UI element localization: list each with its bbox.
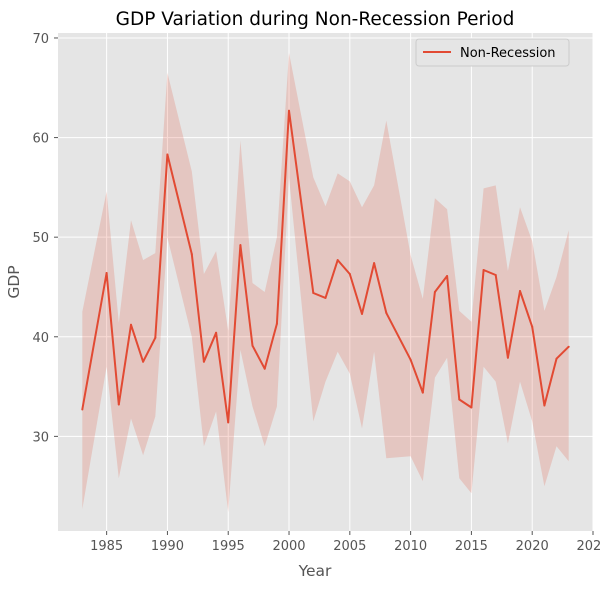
data-point bbox=[421, 391, 424, 394]
x-tick-label: 2015 bbox=[455, 539, 488, 554]
data-point bbox=[81, 408, 84, 411]
data-point bbox=[567, 345, 570, 348]
x-axis-ticks: 1985 1990 1995 2000 2005 2010 2015 2020 2025 bbox=[90, 531, 601, 554]
data-point bbox=[324, 296, 327, 299]
y-tick-label: 40 bbox=[32, 331, 49, 346]
confidence-band bbox=[82, 52, 569, 513]
x-axis-label: Year bbox=[298, 562, 332, 580]
x-tick-label: 1985 bbox=[90, 539, 123, 554]
data-point bbox=[166, 153, 169, 156]
data-point bbox=[348, 273, 351, 275]
x-tick-label: 2025 bbox=[576, 539, 601, 554]
data-point bbox=[458, 398, 461, 401]
chart-title: GDP Variation during Non-Recession Perio… bbox=[116, 9, 515, 30]
data-point bbox=[202, 360, 205, 363]
data-point bbox=[215, 331, 218, 334]
data-point bbox=[543, 404, 546, 407]
x-tick-label: 1995 bbox=[212, 539, 245, 554]
data-point bbox=[373, 262, 376, 265]
y-tick-label: 70 bbox=[32, 32, 49, 47]
data-point bbox=[555, 357, 558, 360]
data-point bbox=[433, 291, 436, 293]
y-tick-label: 50 bbox=[32, 231, 49, 246]
data-point bbox=[519, 290, 521, 292]
data-point bbox=[142, 360, 145, 363]
data-point bbox=[446, 275, 449, 277]
data-point bbox=[227, 421, 230, 424]
data-point bbox=[117, 403, 120, 406]
x-tick-label: 1990 bbox=[151, 539, 184, 554]
x-tick-label: 2000 bbox=[272, 539, 305, 554]
data-point bbox=[385, 311, 388, 314]
data-point bbox=[409, 358, 412, 361]
data-point bbox=[239, 244, 242, 247]
data-point bbox=[154, 336, 157, 339]
legend-label: Non-Recession bbox=[460, 46, 556, 61]
data-point bbox=[312, 292, 315, 294]
x-tick-label: 2005 bbox=[333, 539, 366, 554]
x-tick-label: 2020 bbox=[516, 539, 549, 554]
data-point bbox=[130, 323, 132, 326]
data-point bbox=[494, 274, 497, 276]
data-point bbox=[506, 356, 509, 359]
data-point bbox=[105, 272, 108, 274]
data-point bbox=[531, 325, 534, 328]
confidence-band-layer bbox=[82, 52, 569, 513]
y-tick-label: 30 bbox=[32, 430, 49, 445]
data-point bbox=[482, 269, 485, 271]
plot-area bbox=[58, 33, 593, 531]
y-axis-label: GDP bbox=[5, 265, 23, 298]
data-point bbox=[288, 109, 290, 112]
data-point bbox=[470, 406, 473, 409]
data-point bbox=[263, 367, 266, 370]
data-point bbox=[251, 344, 254, 347]
grid-lines bbox=[58, 33, 594, 531]
legend: Non-Recession bbox=[415, 38, 570, 67]
data-point bbox=[361, 312, 363, 315]
data-point bbox=[336, 259, 339, 262]
data-point bbox=[190, 253, 193, 256]
legend-box bbox=[415, 38, 570, 67]
y-tick-label: 60 bbox=[32, 132, 49, 147]
x-tick-label: 2010 bbox=[394, 539, 427, 554]
y-axis-ticks: 30 40 50 60 70 bbox=[32, 32, 58, 445]
series-line-layer bbox=[81, 109, 570, 424]
data-point bbox=[275, 322, 278, 325]
